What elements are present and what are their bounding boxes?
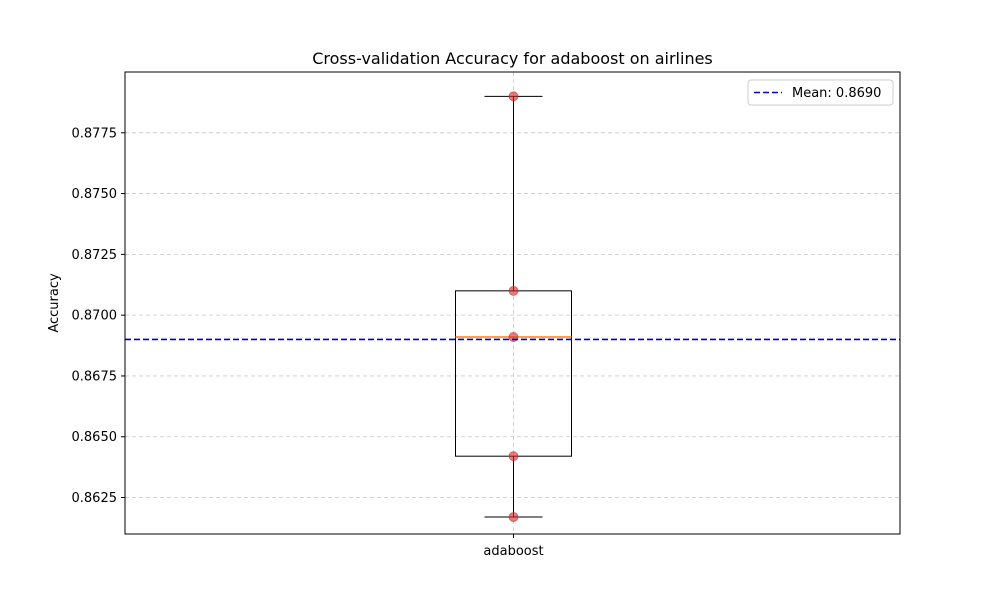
legend-label: Mean: 0.8690 <box>792 86 881 101</box>
data-point <box>508 451 519 462</box>
x-axis: adaboost <box>483 534 544 559</box>
data-point <box>508 512 519 522</box>
data-point <box>508 285 519 296</box>
x-tick-label: adaboost <box>483 544 543 559</box>
y-tick-label: 0.8775 <box>72 126 118 141</box>
data-point <box>508 91 519 102</box>
legend: Mean: 0.8690 <box>747 79 894 106</box>
y-tick-label: 0.8675 <box>72 369 118 384</box>
y-tick-label: 0.8725 <box>72 248 118 263</box>
y-tick-label: 0.8700 <box>72 309 118 324</box>
y-axis: 0.8625 0.8650 0.8675 0.8700 0.8725 0.8750 0.87… <box>72 126 125 506</box>
plot-frame <box>124 71 901 535</box>
y-tick-label: 0.8650 <box>72 430 118 445</box>
y-axis-title: Accuracy <box>47 273 62 333</box>
y-tick-label: 0.8750 <box>72 187 118 202</box>
chart-title: Cross-validation Accuracy for adaboost o… <box>312 49 713 68</box>
y-tick-label: 0.8625 <box>72 491 118 506</box>
data-points <box>508 91 519 522</box>
legend-box <box>747 79 894 106</box>
